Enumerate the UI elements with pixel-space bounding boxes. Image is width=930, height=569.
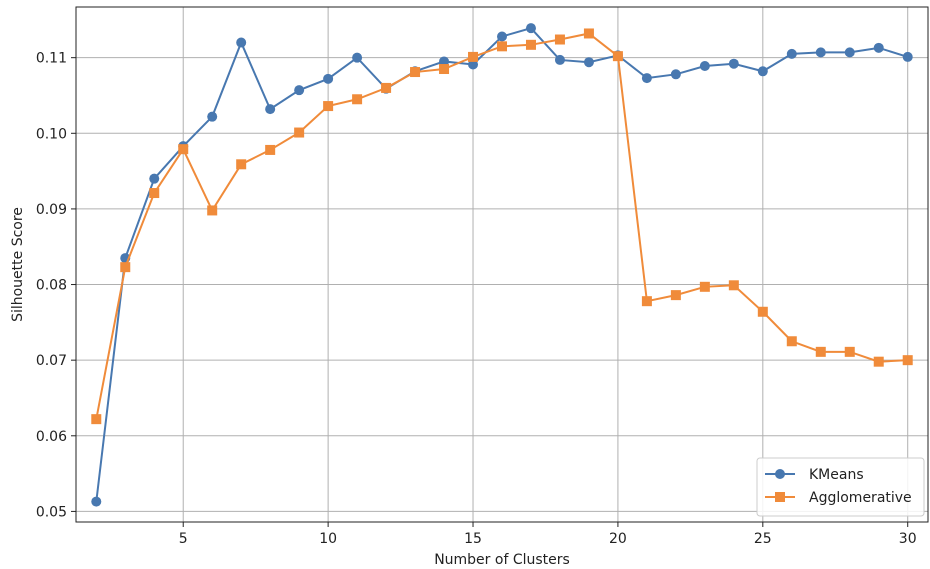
legend-label-kmeans: KMeans — [809, 467, 864, 483]
data-point-agglomerative — [207, 205, 218, 216]
x-tick-label: 30 — [899, 531, 917, 547]
data-point-agglomerative — [873, 356, 884, 367]
legend: KMeans Agglomerative — [756, 457, 925, 517]
data-point-agglomerative — [757, 306, 768, 317]
x-tick-label: 5 — [179, 531, 188, 547]
data-point-agglomerative — [265, 144, 276, 155]
x-tick-label: 10 — [319, 531, 337, 547]
y-tick-label: 0.06 — [36, 429, 67, 445]
data-point-kmeans — [149, 173, 160, 184]
data-point-agglomerative — [554, 34, 565, 45]
data-point-agglomerative — [699, 281, 710, 292]
y-tick-label: 0.08 — [36, 278, 67, 294]
data-point-kmeans — [439, 56, 450, 67]
legend-item-kmeans: KMeans — [765, 467, 864, 483]
data-point-agglomerative — [583, 28, 594, 39]
x-tick-label: 15 — [464, 531, 482, 547]
x-tick-label: 25 — [754, 531, 772, 547]
legend-marker-agglomerative — [775, 492, 785, 502]
plot-frame — [75, 6, 929, 523]
grid — [76, 7, 928, 522]
series-line-kmeans — [95, 27, 909, 502]
series-group — [91, 23, 913, 507]
data-point-agglomerative — [525, 39, 536, 50]
data-point-kmeans — [236, 37, 247, 48]
data-point-agglomerative — [91, 414, 102, 425]
data-point-kmeans — [728, 58, 739, 69]
y-tick-label: 0.10 — [36, 126, 67, 142]
y-axis-label: Silhouette Score — [10, 207, 26, 322]
series-line-agglomerative — [95, 32, 908, 420]
data-point-kmeans — [815, 47, 826, 58]
data-point-agglomerative — [815, 346, 826, 357]
data-point-agglomerative — [786, 336, 797, 347]
data-point-kmeans — [699, 60, 710, 71]
data-point-kmeans — [352, 52, 363, 63]
y-tick-label: 0.07 — [36, 353, 67, 369]
data-point-kmeans — [670, 69, 681, 80]
y-tick-label: 0.05 — [36, 504, 67, 520]
data-point-kmeans — [873, 42, 884, 53]
data-point-kmeans — [265, 104, 276, 115]
data-point-kmeans — [757, 66, 768, 77]
data-point-kmeans — [786, 48, 797, 59]
data-point-agglomerative — [381, 82, 392, 93]
data-point-agglomerative — [728, 280, 739, 291]
data-point-kmeans — [554, 54, 565, 65]
data-point-kmeans — [525, 23, 536, 34]
data-point-kmeans — [583, 57, 594, 68]
data-point-kmeans — [91, 496, 102, 507]
y-tick-label: 0.11 — [36, 51, 67, 67]
y-tick-label: 0.09 — [36, 202, 67, 218]
data-point-agglomerative — [236, 159, 247, 170]
data-point-agglomerative — [844, 346, 855, 357]
data-point-agglomerative — [641, 296, 652, 307]
legend-box — [756, 457, 925, 517]
data-point-agglomerative — [149, 188, 160, 199]
data-point-kmeans — [844, 47, 855, 58]
legend-marker-kmeans — [775, 469, 785, 479]
data-point-agglomerative — [120, 262, 131, 273]
data-point-kmeans — [323, 73, 334, 84]
data-point-agglomerative — [497, 41, 507, 52]
data-point-agglomerative — [468, 51, 479, 62]
x-tick-label: 20 — [609, 531, 627, 547]
data-point-agglomerative — [439, 64, 450, 75]
data-point-agglomerative — [612, 51, 623, 62]
data-point-agglomerative — [410, 67, 421, 78]
axis-ticks: 5 10 15 20 25 30 0.05 0.06 0.07 0.08 0.09 0.10 0.11 — [36, 51, 917, 547]
x-axis-label: Number of Clusters — [434, 552, 570, 568]
data-point-agglomerative — [902, 355, 913, 366]
data-point-kmeans — [497, 31, 507, 42]
data-point-agglomerative — [294, 127, 305, 138]
data-point-kmeans — [641, 73, 652, 84]
data-point-agglomerative — [352, 94, 363, 105]
data-point-kmeans — [207, 111, 218, 122]
legend-label-agglomerative: Agglomerative — [809, 490, 912, 506]
data-point-kmeans — [468, 59, 479, 70]
data-point-kmeans — [294, 85, 305, 96]
data-point-agglomerative — [670, 290, 681, 301]
legend-item-agglomerative: Agglomerative — [765, 490, 912, 506]
data-point-agglomerative — [178, 144, 189, 155]
data-point-kmeans — [902, 51, 913, 62]
data-point-agglomerative — [323, 101, 334, 112]
